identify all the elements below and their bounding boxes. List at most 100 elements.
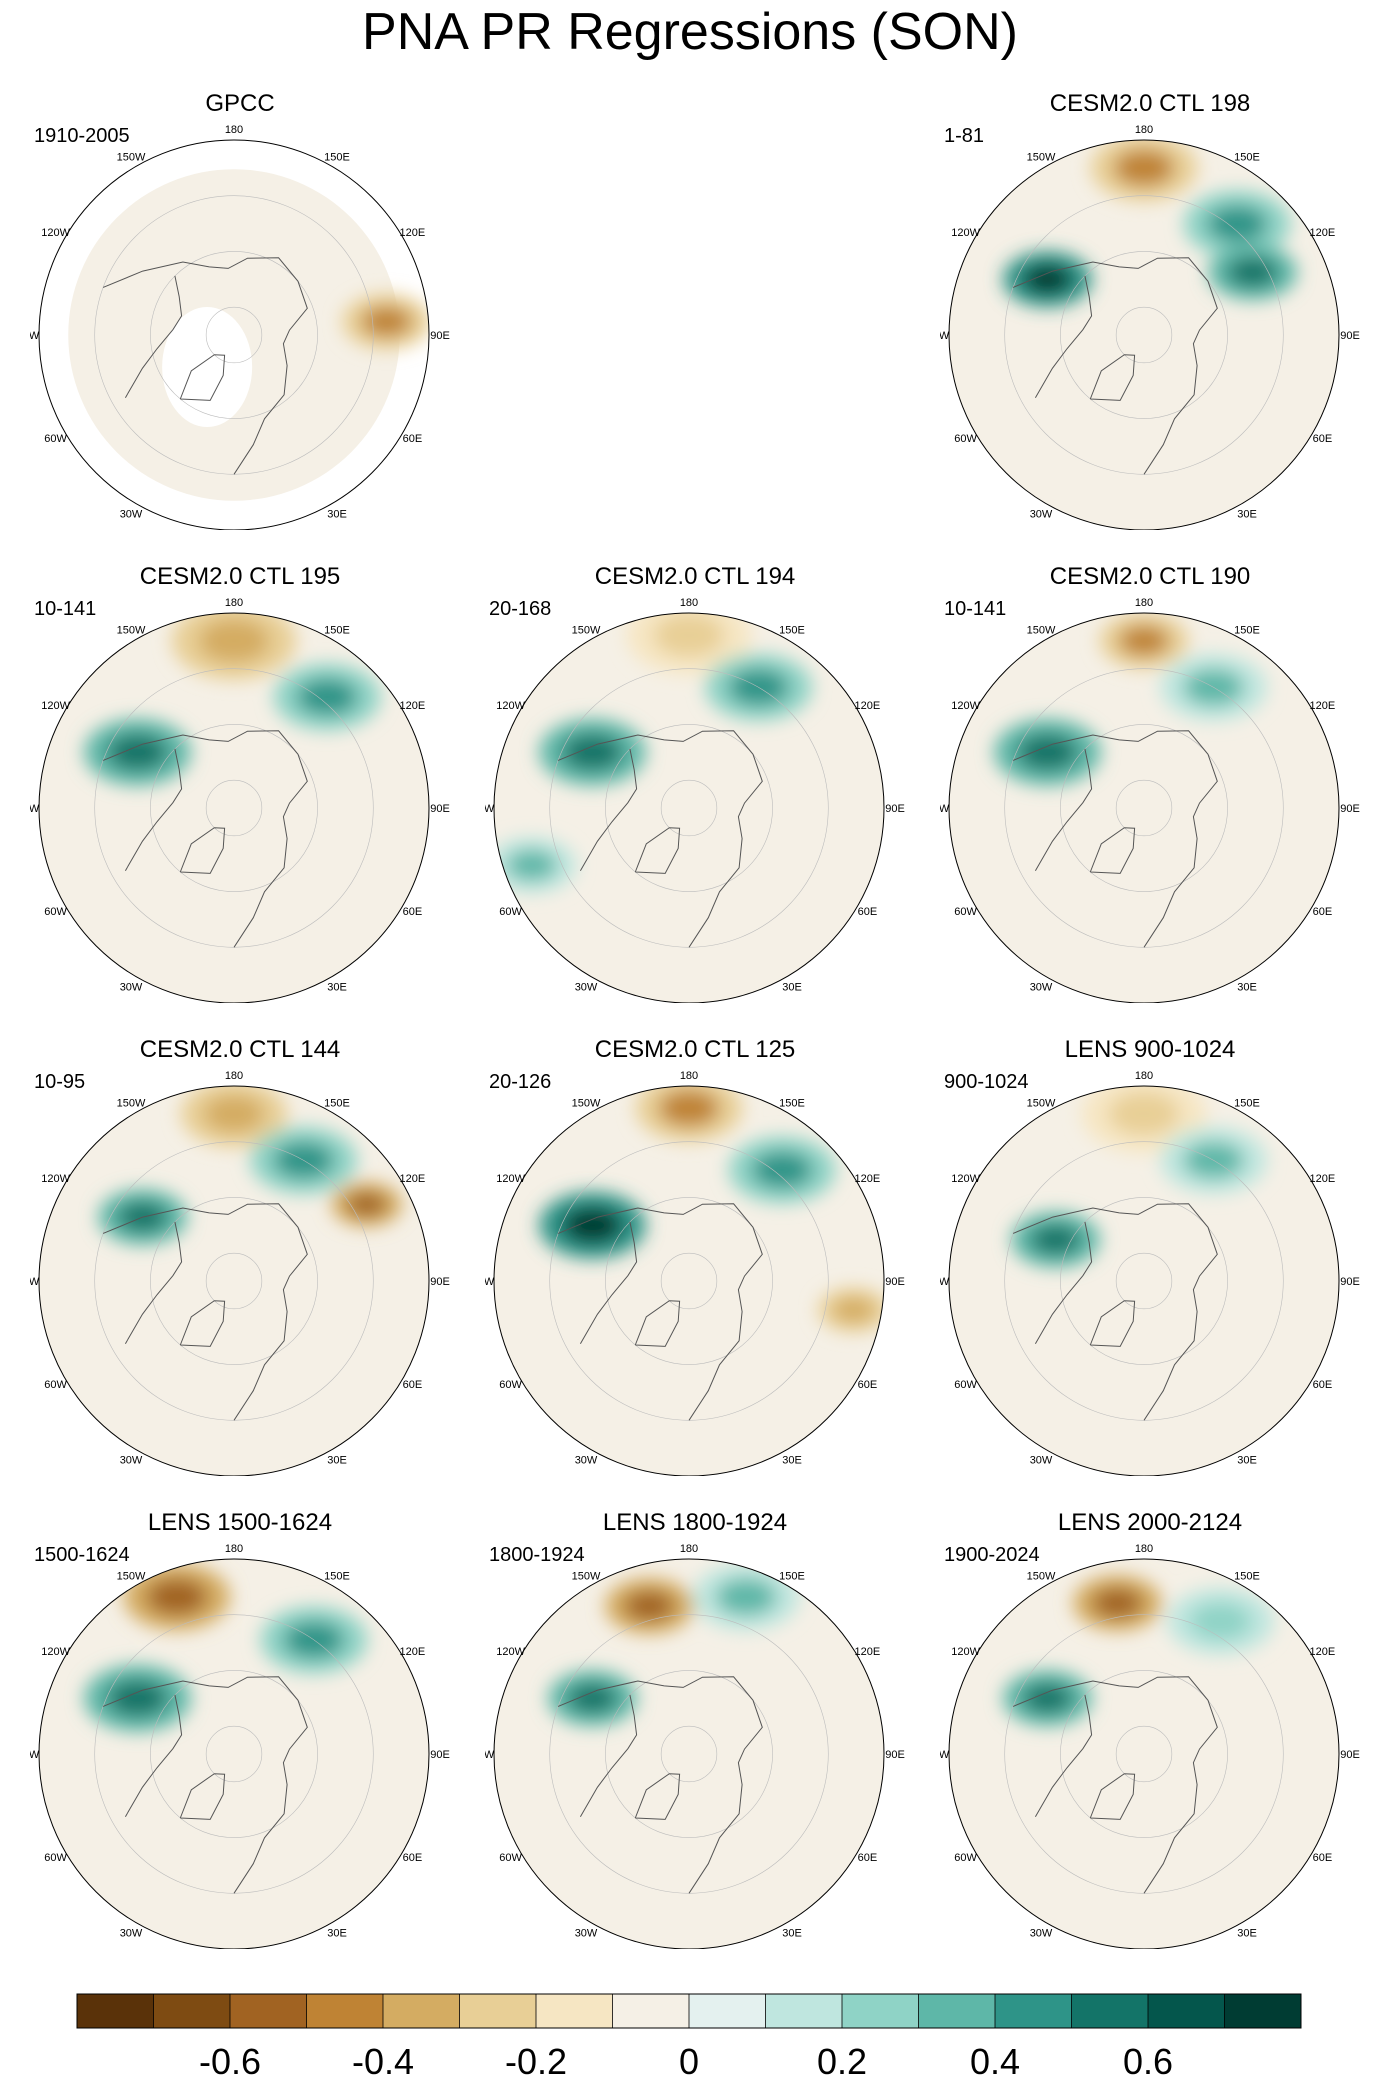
anomaly-core [346,1192,387,1217]
longitude-label: 150E [1234,625,1260,637]
colorbar-tick-label: 0 [679,2041,699,2082]
longitude-label: 150E [1234,152,1260,164]
longitude-label: 120E [1310,700,1336,712]
longitude-label: 90E [885,803,905,815]
longitude-label: 30W [1030,981,1053,993]
panel-period: 20-126 [489,1071,552,1093]
coastline [102,257,308,475]
colorbar-tick-label: 0.4 [970,2041,1020,2082]
longitude-label: 60E [403,433,423,445]
colorbar-swatch [77,1994,154,2028]
longitude-label: 120E [400,1173,426,1185]
longitude-label: 30W [120,1927,143,1939]
colorbar-swatch [153,1994,231,2028]
panel-title: CESM2.0 CTL 144 [139,1036,341,1063]
longitude-label: 150W [1027,1098,1056,1110]
anomaly-core [1207,205,1268,243]
panel-title: CESM2.0 CTL 198 [1049,90,1251,117]
latitude-ring [1115,306,1173,364]
coastline [124,1221,183,1344]
longitude-label: 90W [940,330,950,342]
longitude-label: 30W [1030,1454,1053,1466]
coastline [557,1676,763,1894]
panel-period: 1910-2005 [34,125,130,147]
coastline [579,1221,638,1344]
longitude-label: 30E [782,1454,802,1466]
map-border [38,1558,430,1949]
longitude-label: 180 [1135,1070,1153,1082]
anomaly-core [752,1151,813,1189]
longitude-label: 180 [1135,597,1153,609]
longitude-label: 60E [1313,1379,1333,1391]
map-border [493,612,885,1003]
longitude-label: 90E [1340,330,1360,342]
longitude-label: 90E [430,803,450,815]
longitude-label: 30W [120,508,143,520]
longitude-label: 120E [1310,1646,1336,1658]
colorbar-tick-label: -0.2 [505,2041,567,2082]
longitude-label: 30E [1237,1927,1257,1939]
longitude-label: 90W [940,803,950,815]
polar-map: 180150W120W90W60W30W030E60E90E120E150E [485,597,905,1003]
polar-map: 180150W120W90W60W30W030E60E90E120E150E [940,1070,1360,1476]
longitude-label: 90W [30,803,40,815]
longitude-label: 150E [324,152,350,164]
longitude-label: 120W [951,1173,980,1185]
map-panel: CESM2.0 CTL 125 20-126 180 150W 120W 90W 60W 30… [485,1036,905,1476]
colorbar-swatch [383,1994,460,2028]
longitude-label: 150W [1027,1571,1056,1583]
longitude-label: 60E [403,1379,423,1391]
colorbar: -0.6 -0.4 -0.2 0 0.2 0.4 0.6 [76,1993,1302,2082]
latitude-ring [205,1252,263,1310]
map-panel: CESM2.0 CTL 194 20-168 180 150W 120W 90W 60W 30… [485,563,905,1003]
longitude-label: 30E [327,981,347,993]
map-panel: LENS 1800-1924 1800-1924 180 150W 120W 90W 60W… [485,1509,905,1949]
map-panels: GPCC1910-2005180150W120W90W60W30W030E60E… [30,90,1360,1949]
longitude-label: 30E [327,1927,347,1939]
longitude-label: 150E [1234,1098,1260,1110]
map-border [38,139,430,530]
polar-map: 180150W120W90W60W30W030E60E90E120E150E [940,597,1360,1003]
latitude-ring [205,1725,263,1783]
colorbar-tick-label: -0.6 [199,2041,261,2082]
panel-period: 10-141 [34,598,97,620]
longitude-label: 60W [954,906,977,918]
latitude-ring [660,1252,718,1310]
longitude-label: 90E [885,1276,905,1288]
longitude-label: 180 [225,1543,243,1555]
coastline [102,1676,308,1894]
coastline [1034,1694,1093,1817]
longitude-label: 90W [485,1749,495,1761]
coastline [579,1694,638,1817]
map-background [949,613,1339,1003]
coastline [1012,730,1218,948]
colorbar-swatch [459,1994,537,2028]
coastline [557,730,763,948]
longitude-label: 60E [858,1379,878,1391]
latitude-ring [1060,1197,1228,1365]
coastline [179,1300,226,1347]
longitude-label: 60E [1313,906,1333,918]
latitude-ring [605,1670,773,1838]
coastline [1089,354,1136,401]
anomaly-core [658,1089,720,1127]
map-panel: LENS 1500-1624 1500-1624 180 150W 120W 90W 60W… [30,1509,450,1949]
longitude-label: 150E [1234,1571,1260,1583]
colorbar-swatch [230,1994,307,2028]
longitude-label: 150W [572,625,601,637]
longitude-label: 120W [41,1646,70,1658]
longitude-label: 60W [954,1852,977,1864]
longitude-label: 30W [575,1927,598,1939]
coastline [124,748,183,871]
longitude-label: 150E [324,1571,350,1583]
panel-period: 20-168 [489,598,552,620]
longitude-label: 180 [1135,1543,1153,1555]
latitude-ring [660,1725,718,1783]
map-background [494,1559,884,1949]
longitude-label: 180 [680,1070,698,1082]
coastline [124,275,183,398]
polar-map: 180150W120W90W60W30W030E60E90E120E150E [30,597,450,1003]
longitude-label: 60E [403,906,423,918]
panel-title: CESM2.0 CTL 195 [139,563,341,590]
polar-map: 180150W120W90W60W30W030E60E90E120E150E [485,1543,905,1949]
